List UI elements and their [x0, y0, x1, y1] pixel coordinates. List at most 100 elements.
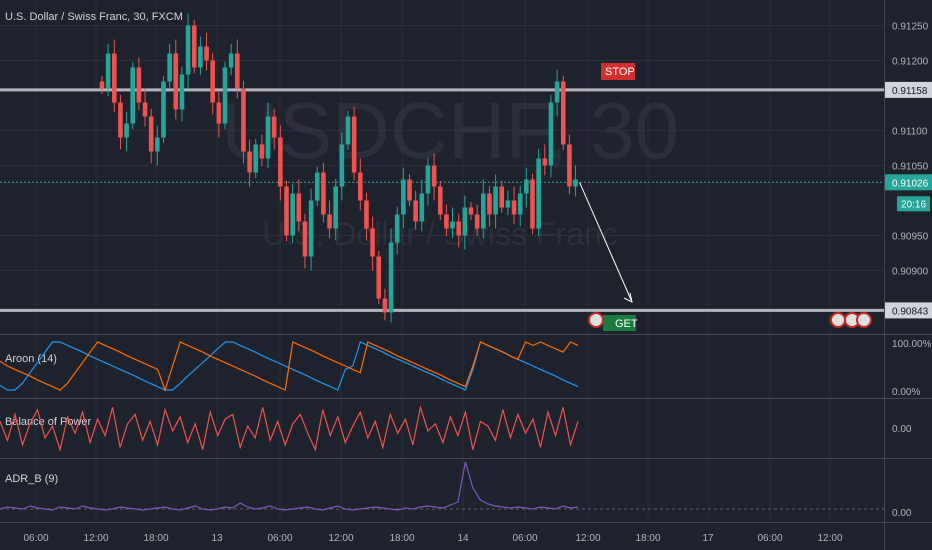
price-tick-label: 0.91200 [892, 57, 929, 68]
candle-body [124, 123, 129, 138]
aroon-pane: Aroon (14) [0, 341, 579, 392]
candle-body [339, 144, 345, 187]
pane-title: Balance of Power [5, 416, 92, 428]
current-price-tag [885, 174, 932, 191]
candle-body [302, 221, 308, 257]
series-line [0, 405, 579, 452]
candle-body [474, 214, 480, 229]
candle-body [370, 228, 375, 257]
time-tick-label: 13 [211, 533, 223, 544]
candle-body [161, 81, 166, 138]
candle-body [321, 172, 326, 215]
time-tick-label: 12:00 [328, 533, 353, 544]
pane-title: ADR_B (9) [5, 473, 58, 485]
candle-body [394, 214, 400, 243]
price-levels [0, 88, 884, 312]
us-flag-icon [830, 312, 846, 328]
chart-title: U.S. Dollar / Swiss Franc, 30, FXCM [5, 11, 183, 23]
bop-tick-label: 0.00 [892, 424, 912, 435]
candle-body [148, 116, 154, 152]
candle-body [333, 186, 338, 229]
candle-body [118, 102, 123, 138]
candle-body [425, 165, 431, 194]
candle-body [142, 102, 148, 117]
time-axis[interactable]: 06:00 12:00 18:00 13 06:00 12:00 18:00 14 06:00 1… [23, 533, 842, 544]
countdown-tag [897, 196, 930, 212]
time-tick-label: 14 [457, 533, 469, 544]
candle-body [130, 67, 136, 124]
symbol-watermark: USDCHF, 30 U.S. Dollar / Swiss Franc [221, 86, 679, 252]
grid-lines [0, 0, 884, 522]
candle-body [247, 151, 252, 173]
candle-body [204, 46, 209, 61]
candle-body [308, 200, 314, 257]
watermark-symbol: USDCHF, 30 [221, 86, 679, 175]
time-tick-label: 18:00 [389, 533, 414, 544]
candle-body [524, 179, 529, 194]
candle-body [450, 221, 455, 229]
aroon-tick-label: 0.00% [892, 387, 920, 398]
time-tick-label: 12:00 [83, 533, 108, 544]
candle-body [499, 186, 505, 208]
projection-line [579, 182, 633, 303]
candle-body [481, 193, 486, 229]
time-tick-label: 12:00 [817, 533, 842, 544]
candle-body [314, 172, 320, 201]
candle-body [517, 193, 523, 215]
candle-body [112, 53, 117, 103]
candle-body [216, 102, 222, 124]
candle-body [573, 179, 578, 187]
candle-body [567, 144, 572, 187]
candle-body [487, 193, 492, 215]
candle-body [198, 46, 203, 68]
candle-body [548, 102, 554, 166]
candle-body [511, 200, 517, 215]
projection-arrowhead [623, 292, 633, 303]
candle-body [235, 53, 240, 89]
candle-body [259, 144, 265, 159]
candle-body [210, 60, 215, 103]
candle-body [228, 53, 234, 68]
candle-body [358, 172, 363, 201]
time-tick-label: 06:00 [757, 533, 782, 544]
pane-title: Aroon (14) [5, 353, 57, 365]
adr-tick-label: 0.00 [892, 508, 912, 519]
candle-body [222, 67, 228, 124]
candle-body [407, 179, 412, 201]
price-tick-label: 0.90900 [892, 267, 929, 278]
target-label: GET [615, 318, 638, 330]
candle-body [185, 25, 191, 75]
watermark-description: U.S. Dollar / Swiss Franc [262, 216, 618, 252]
us-flag-icon [856, 312, 872, 328]
price-tick-label: 0.91050 [892, 162, 929, 173]
candle-body [462, 207, 468, 236]
candle-body [376, 256, 382, 299]
candle-body [364, 200, 369, 229]
candle-body [431, 165, 437, 187]
time-tick-label: 12:00 [575, 533, 600, 544]
candle-body [155, 137, 160, 152]
candle-body [136, 67, 142, 103]
candle-body [271, 116, 277, 138]
time-tick-label: 17 [702, 533, 714, 544]
price-tick-label: 0.90950 [892, 232, 929, 243]
candle-body [560, 81, 566, 145]
us-flag-icon [588, 312, 604, 328]
countdown-label: 20:16 [901, 199, 926, 210]
series-line [0, 341, 579, 392]
event-flags[interactable] [588, 63, 872, 331]
candle-body [351, 116, 357, 173]
time-tick-label: 06:00 [23, 533, 48, 544]
time-tick-label: 06:00 [512, 533, 537, 544]
target-label-bg [603, 315, 636, 331]
candle-body [468, 207, 474, 215]
candle-body [191, 25, 197, 68]
projection-arrow [579, 182, 633, 303]
time-tick-label: 06:00 [267, 533, 292, 544]
candle-body [456, 221, 461, 236]
price-axis[interactable]: 0.91250 0.91200 0.91100 0.91050 0.90950 0.909… [885, 22, 932, 520]
candle-body [419, 193, 425, 222]
candle-body [179, 74, 185, 110]
